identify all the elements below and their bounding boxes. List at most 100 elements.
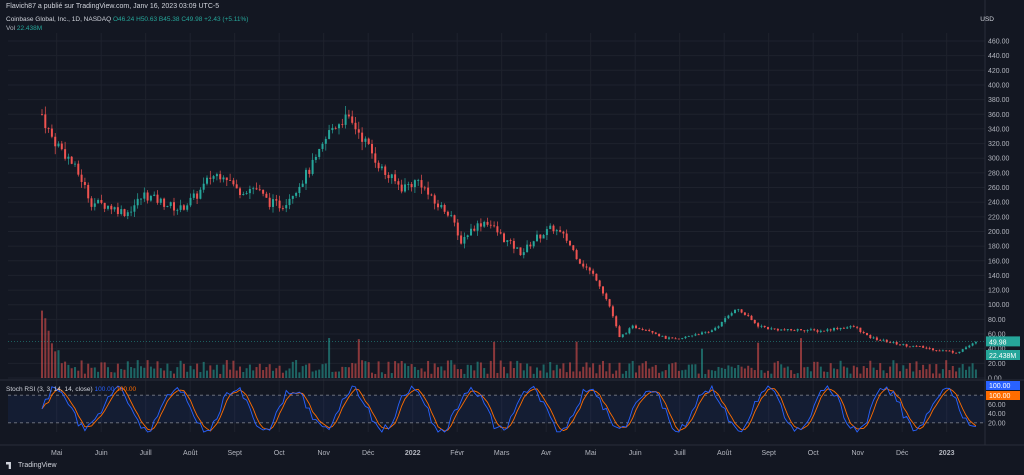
volume-bar: [110, 372, 113, 378]
volume-bar: [866, 368, 868, 378]
candle-body: [545, 229, 548, 236]
ohlc-legend: Coinbase Global, Inc., 1D, NASDAQ O46.24…: [6, 16, 248, 23]
y-tick-label: 200.00: [988, 229, 1010, 236]
candle-body: [681, 338, 684, 339]
volume-bar: [948, 370, 951, 378]
candle-body: [578, 259, 581, 264]
volume-bar: [64, 361, 67, 378]
candle-body: [460, 235, 463, 244]
last-price-tag: [986, 336, 1020, 347]
volume-bar: [357, 339, 360, 378]
volume-bar: [80, 360, 83, 378]
volume-bar: [130, 367, 133, 378]
candle-body: [149, 195, 152, 201]
candle-body: [417, 180, 420, 181]
volume-bar: [819, 366, 822, 378]
candle-body: [641, 329, 644, 330]
candle-body: [776, 329, 779, 331]
volume-bar: [196, 363, 199, 378]
candle-body: [856, 326, 859, 328]
stoch-d-line: [41, 387, 977, 432]
candle-body: [433, 195, 436, 204]
stoch-k-tag-label: 100.00: [989, 383, 1011, 390]
volume-bar: [268, 364, 271, 378]
volume-bar: [314, 370, 317, 378]
candle-body: [169, 202, 172, 206]
last-price-label: 49.98: [989, 339, 1007, 346]
volume-bar: [836, 369, 839, 378]
candle-body: [928, 348, 931, 349]
volume-bar: [945, 360, 948, 378]
candle-body: [440, 204, 443, 208]
candle-body: [90, 198, 93, 207]
candle-body: [423, 187, 426, 189]
y-tick-label: 420.00: [988, 68, 1010, 75]
volume-bar: [410, 364, 413, 378]
volume-bar: [602, 360, 604, 378]
candle-body: [592, 270, 595, 274]
volume-bar: [430, 373, 433, 378]
volume-bar: [460, 369, 463, 378]
y-tick-label: 240.00: [988, 200, 1010, 207]
volume-bar: [245, 368, 248, 378]
volume-bar: [120, 368, 123, 378]
volume-bar: [938, 373, 941, 378]
x-tick-label: Juill: [674, 450, 687, 457]
y-tick-label: 280.00: [988, 170, 1010, 177]
candle-body: [668, 337, 670, 339]
volume-bar: [225, 360, 228, 378]
candle-body: [770, 328, 773, 330]
candle-body: [364, 138, 367, 142]
volume-bar: [562, 363, 565, 378]
volume-bar: [803, 367, 806, 378]
candle-body: [955, 352, 958, 354]
volume-bar: [420, 368, 423, 378]
low-label: B: [158, 16, 164, 23]
volume-bar: [291, 361, 294, 378]
candle-body: [661, 335, 664, 337]
volume-bar: [935, 364, 938, 378]
volume-bar: [397, 363, 400, 378]
volume-bar: [618, 362, 621, 378]
volume-bar: [255, 367, 258, 378]
candle-body: [813, 329, 816, 331]
volume-bar: [377, 361, 380, 378]
volume-bar: [598, 364, 601, 378]
volume-bar: [50, 343, 53, 378]
volume-bar: [321, 364, 324, 378]
candle-body: [654, 332, 657, 334]
symbol-name[interactable]: Coinbase Global, Inc., 1D, NASDAQ: [6, 16, 112, 23]
candle-body: [74, 163, 76, 165]
candle-body: [968, 345, 971, 348]
candle-body: [806, 330, 809, 332]
candle-body: [730, 313, 733, 316]
candle-body: [532, 241, 535, 247]
volume-bar: [450, 360, 453, 378]
candle-body: [199, 189, 202, 199]
candle-body: [93, 203, 96, 207]
volume-bar: [905, 368, 908, 378]
candle-body: [387, 174, 390, 179]
x-tick-label: Juin: [629, 450, 642, 457]
volume-bar: [189, 365, 192, 378]
y-tick-label: 120.00: [988, 288, 1010, 295]
publisher-line: Flavich87 a publié sur TradingView.com, …: [6, 3, 220, 10]
candle-body: [202, 183, 205, 190]
candle-body: [80, 174, 83, 182]
volume-bar: [113, 372, 116, 378]
volume-bar: [77, 370, 80, 378]
candle-body: [64, 149, 67, 159]
stoch-label[interactable]: Stoch RSI (3, 3, 14, 14, close): [6, 386, 93, 393]
volume-bar: [806, 366, 809, 378]
volume-bar: [552, 370, 555, 378]
volume-bar: [265, 367, 268, 378]
x-tick-label: Juin: [95, 450, 108, 457]
footer-brand[interactable]: TradingView: [6, 462, 57, 469]
volume-bar: [691, 364, 694, 378]
candle-body: [446, 211, 449, 216]
volume-bar: [433, 363, 436, 378]
y-tick-label: 0.00: [988, 376, 1002, 383]
candle-body: [397, 181, 400, 185]
volume-bar: [720, 367, 723, 378]
